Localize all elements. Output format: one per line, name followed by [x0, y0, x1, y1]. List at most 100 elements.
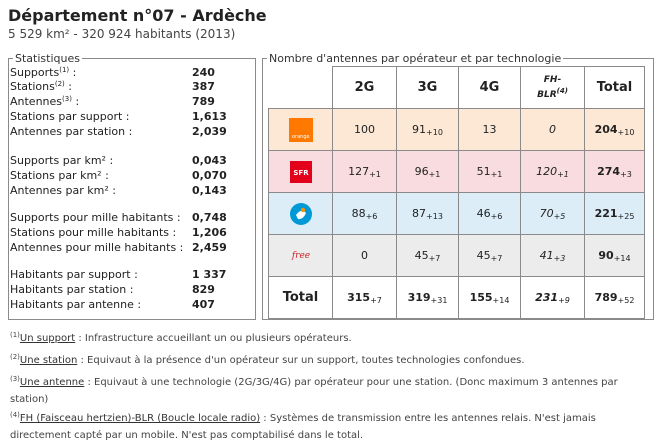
cell-increment: +1: [369, 169, 381, 179]
stat-label-text: Supports par km² :: [10, 154, 114, 167]
stat-value: 1 337: [192, 268, 227, 281]
col-header-4g: 4G: [458, 66, 521, 109]
stat-label: Antennes par station :: [10, 125, 132, 138]
footnote: (2)Une station : Equivaut à la présence …: [10, 352, 650, 369]
cell-increment: +3: [620, 169, 632, 179]
stats-panel: Statistiques: [8, 52, 256, 320]
footnote-text: : Systèmes de transmission entre les ant…: [10, 413, 596, 441]
stat-label-text: Antennes: [10, 95, 63, 108]
table-cell: 45+7: [458, 234, 521, 277]
stat-value: 1,206: [192, 226, 227, 239]
stat-label-text: Antennes pour mille habitants :: [10, 241, 184, 254]
stat-row: Antennes pour mille habitants : 2,459: [10, 241, 240, 255]
operator-logo-cell: free: [268, 234, 333, 277]
fh-label-main: FH-: [543, 74, 562, 85]
stat-value: 2,039: [192, 125, 227, 138]
stat-row: Habitants par antenne : 407: [10, 298, 240, 312]
stat-row: Stations pour mille habitants : 1,206: [10, 226, 240, 240]
cell-value: 100: [354, 123, 375, 136]
stats-legend: Statistiques: [15, 52, 80, 65]
footnote-term[interactable]: Une antenne: [19, 377, 85, 388]
cell-increment: +14: [613, 253, 631, 263]
cell-value: 90: [598, 248, 614, 262]
col-header-3g: 3G: [396, 66, 459, 109]
operator-logo-cell: orange: [268, 108, 333, 151]
table-cell: 13: [458, 108, 521, 151]
stat-row: Antennes par km² : 0,143: [10, 184, 240, 198]
page-subtitle: 5 529 km² - 320 924 habitants (2013): [8, 27, 236, 41]
cell-value: 87: [412, 206, 427, 220]
stat-value: 2,459: [192, 241, 227, 254]
stat-label-text: Antennes par km² :: [10, 184, 116, 197]
orange-logo-text: orange: [292, 134, 310, 140]
cell-value: 96: [414, 164, 429, 178]
table-cell: 0: [520, 108, 585, 151]
table-cell: 274+3: [584, 150, 645, 193]
antennas-legend: Nombre d'antennes par opérateur et par t…: [269, 52, 562, 65]
stat-footnote-ref: (1): [59, 66, 70, 74]
stat-label: Stations par km² :: [10, 169, 109, 182]
stat-row: Supports par km² : 0,043: [10, 154, 240, 168]
cell-value: 319: [407, 290, 431, 304]
table-cell: 51+1: [458, 150, 521, 193]
stat-label-text: Antennes par station :: [10, 125, 133, 138]
footnote-ref: (3): [10, 375, 20, 383]
fh-label-sub: BLR: [537, 89, 557, 100]
cell-value: 155: [469, 290, 493, 304]
stat-row: Habitants par support : 1 337: [10, 268, 240, 282]
stat-value: 0,143: [192, 184, 227, 197]
stat-label: Stations(2) :: [10, 80, 72, 93]
sfr-logo: SFR: [289, 160, 312, 183]
stat-row: Stations par km² : 0,070: [10, 169, 240, 183]
stat-footnote-ref: (2): [54, 80, 65, 88]
stat-label: Supports par km² :: [10, 154, 113, 167]
stat-label-text: Supports: [10, 66, 60, 79]
stat-value: 240: [192, 66, 215, 79]
sfr-logo-text: SFR: [293, 169, 309, 177]
cell-value: 789: [594, 290, 618, 304]
footnote-term[interactable]: Une station: [19, 355, 78, 366]
cell-increment: +10: [426, 127, 443, 137]
stat-label-suffix: :: [64, 80, 72, 93]
stat-footnote-ref: (3): [62, 95, 72, 103]
table-cell: 70+5: [520, 192, 585, 235]
cell-increment: +6: [490, 211, 503, 221]
stat-value: 0,748: [192, 211, 227, 224]
table-row: SFR 127+1 96+1 51+1 120+1 274+3: [268, 150, 645, 193]
antennas-table: 2G 3G 4G FH- BLR(4) Total orange 100 91+10 1…: [268, 66, 645, 319]
total-row-label: Total: [268, 276, 333, 319]
total-cell: 319+31: [396, 276, 459, 319]
stat-label: Stations pour mille habitants :: [10, 226, 176, 239]
stat-row: Stations par support : 1,613: [10, 110, 240, 124]
table-cell: 87+13: [396, 192, 459, 235]
stat-label-text: Stations pour mille habitants :: [10, 226, 177, 239]
cell-value: 13: [482, 123, 497, 136]
cell-value: 88: [351, 206, 366, 220]
stat-label-text: Stations: [10, 80, 55, 93]
col-header-total: Total: [584, 66, 645, 109]
stat-label-text: Stations par km² :: [10, 169, 109, 182]
stat-row: Supports(1) : 240: [10, 66, 240, 80]
cell-value: 91: [412, 122, 427, 136]
table-row: 88+6 87+13 46+6 70+5 221+25: [268, 192, 645, 235]
table-header-row: 2G 3G 4G FH- BLR(4) Total: [268, 66, 645, 109]
cell-value: 127: [348, 164, 370, 178]
orange-logo: orange: [288, 117, 313, 142]
stat-label: Supports(1) :: [10, 66, 76, 79]
footnote-term[interactable]: Un support: [19, 333, 76, 344]
table-cell: 127+1: [332, 150, 397, 193]
cell-increment: +13: [426, 211, 443, 221]
stat-value: 1,613: [192, 110, 227, 123]
stat-label-suffix: :: [71, 95, 80, 108]
total-cell: 155+14: [458, 276, 521, 319]
fh-label-sup: (4): [556, 86, 568, 95]
table-cell: 0: [332, 234, 397, 277]
footnote-ref: (1): [10, 331, 20, 339]
table-cell: 41+3: [520, 234, 585, 277]
footnote-term[interactable]: FH (Faisceau hertzien)-BLR (Boucle local…: [19, 413, 261, 424]
table-corner: [268, 66, 333, 109]
stat-label: Antennes pour mille habitants :: [10, 241, 183, 254]
cell-increment: +25: [617, 211, 635, 221]
footnote: (1)Un support : Infrastructure accueilla…: [10, 330, 650, 347]
total-cell: 315+7: [332, 276, 397, 319]
